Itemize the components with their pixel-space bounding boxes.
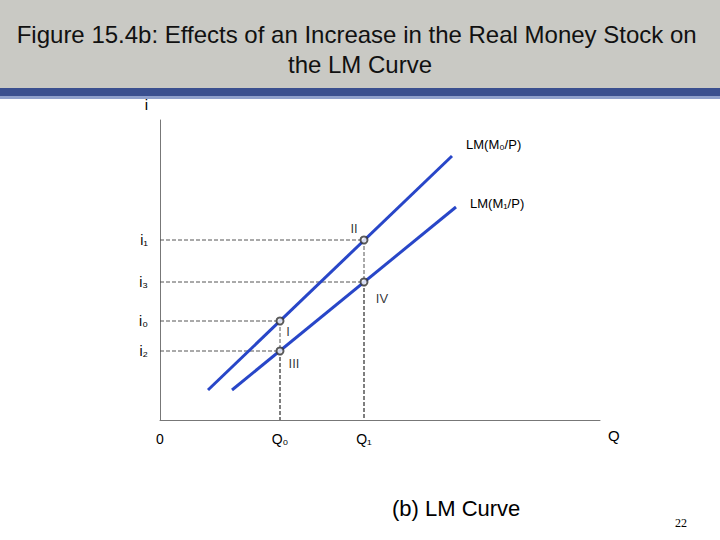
svg-text:i₂: i₂: [139, 343, 148, 359]
svg-text:III: III: [289, 356, 300, 371]
svg-text:i₃: i₃: [139, 274, 148, 290]
svg-text:Q: Q: [608, 427, 620, 444]
svg-text:i₀: i₀: [139, 313, 148, 329]
svg-text:I: I: [286, 324, 290, 339]
svg-text:LM(M₀/P): LM(M₀/P): [466, 137, 521, 152]
svg-text:Q₀: Q₀: [272, 431, 289, 447]
svg-text:II: II: [350, 221, 357, 236]
svg-text:i₁: i₁: [140, 232, 148, 248]
svg-text:LM(M₁/P): LM(M₁/P): [470, 196, 524, 211]
svg-text:22: 22: [675, 516, 687, 530]
svg-text:0: 0: [156, 431, 164, 447]
svg-text:i: i: [145, 96, 148, 113]
svg-text:Figure 15.4b: Effects of an In: Figure 15.4b: Effects of an Increase in …: [17, 21, 704, 48]
svg-text:Q₁: Q₁: [356, 431, 372, 447]
svg-text:(b) LM Curve: (b) LM Curve: [392, 496, 520, 521]
svg-text:the LM Curve: the LM Curve: [288, 51, 432, 78]
svg-text:IV: IV: [376, 291, 389, 306]
